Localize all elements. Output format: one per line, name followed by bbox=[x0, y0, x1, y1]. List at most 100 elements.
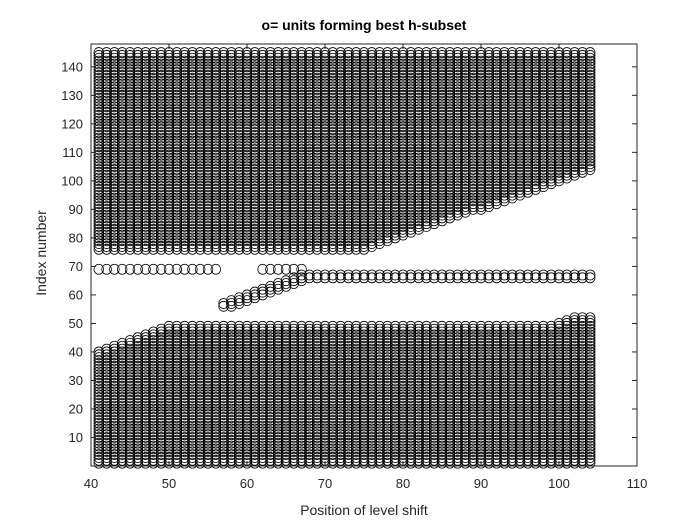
data-point bbox=[101, 221, 112, 232]
data-point bbox=[93, 155, 105, 167]
data-point bbox=[140, 175, 151, 187]
data-point bbox=[171, 221, 183, 232]
data-point bbox=[194, 212, 206, 224]
data-point bbox=[179, 64, 190, 76]
data-point bbox=[179, 340, 190, 352]
data-point bbox=[116, 243, 128, 255]
data-point bbox=[210, 226, 222, 238]
data-point bbox=[140, 164, 151, 175]
data-point bbox=[210, 107, 222, 118]
data-point bbox=[218, 172, 229, 184]
data-point bbox=[171, 380, 183, 392]
data-point bbox=[155, 446, 167, 458]
data-point bbox=[155, 457, 167, 469]
data-point bbox=[194, 369, 206, 381]
data-point bbox=[155, 357, 167, 369]
data-point bbox=[202, 372, 214, 383]
data-point bbox=[210, 386, 222, 398]
data-point bbox=[202, 340, 214, 352]
data-point bbox=[187, 115, 198, 127]
data-point bbox=[179, 323, 190, 335]
data-point bbox=[116, 169, 128, 181]
data-point bbox=[210, 423, 222, 435]
data-point bbox=[124, 47, 136, 58]
data-point bbox=[148, 121, 159, 133]
data-point bbox=[124, 212, 136, 224]
data-point bbox=[187, 243, 198, 255]
data-point bbox=[148, 454, 159, 466]
data-point bbox=[155, 440, 167, 452]
data-point bbox=[93, 452, 105, 463]
data-point bbox=[187, 383, 198, 395]
data-point bbox=[171, 112, 183, 124]
data-point bbox=[218, 443, 229, 455]
data-point bbox=[101, 152, 112, 164]
data-point bbox=[132, 349, 144, 361]
data-point bbox=[187, 55, 198, 67]
data-point bbox=[194, 232, 206, 244]
data-point bbox=[210, 369, 222, 381]
data-point bbox=[163, 443, 175, 455]
data-point bbox=[148, 112, 159, 124]
data-point bbox=[202, 47, 214, 58]
data-point bbox=[93, 360, 105, 372]
data-point bbox=[155, 400, 167, 412]
data-point bbox=[93, 349, 105, 361]
data-point bbox=[116, 69, 128, 81]
data-point bbox=[148, 181, 159, 192]
data-point bbox=[116, 172, 128, 184]
data-point bbox=[148, 89, 159, 101]
data-point bbox=[124, 64, 136, 76]
data-point bbox=[171, 127, 183, 138]
data-point bbox=[116, 127, 128, 138]
data-point bbox=[124, 400, 136, 412]
data-point bbox=[101, 146, 112, 158]
data-point bbox=[148, 203, 159, 215]
data-point bbox=[109, 420, 120, 432]
data-point bbox=[210, 380, 222, 392]
data-point bbox=[179, 144, 190, 155]
data-point bbox=[140, 343, 151, 355]
data-point bbox=[132, 343, 144, 355]
data-point bbox=[140, 223, 151, 235]
data-point bbox=[210, 209, 222, 221]
data-point bbox=[187, 72, 198, 84]
data-point bbox=[179, 132, 190, 144]
data-point bbox=[155, 215, 167, 227]
data-point bbox=[202, 412, 214, 423]
data-point bbox=[163, 172, 175, 184]
data-point bbox=[218, 440, 229, 452]
data-point bbox=[202, 152, 214, 164]
data-point bbox=[101, 75, 112, 87]
data-point bbox=[148, 326, 159, 338]
data-point bbox=[179, 146, 190, 158]
data-point bbox=[218, 335, 229, 346]
data-point bbox=[124, 417, 136, 429]
data-point bbox=[132, 132, 144, 144]
data-point bbox=[179, 55, 190, 67]
data-point bbox=[179, 58, 190, 70]
data-point bbox=[194, 412, 206, 423]
data-point bbox=[179, 121, 190, 133]
data-point bbox=[124, 343, 136, 355]
data-point bbox=[163, 201, 175, 212]
data-point bbox=[163, 166, 175, 178]
data-point bbox=[171, 124, 183, 135]
data-point bbox=[202, 221, 214, 232]
data-point bbox=[132, 129, 144, 141]
data-point bbox=[116, 95, 128, 107]
data-point bbox=[93, 181, 105, 192]
data-point bbox=[210, 184, 222, 195]
data-point bbox=[163, 138, 175, 150]
data-point bbox=[101, 138, 112, 150]
data-point bbox=[155, 135, 167, 147]
data-point bbox=[218, 198, 229, 210]
data-point bbox=[148, 178, 159, 190]
data-point bbox=[101, 406, 112, 418]
data-point bbox=[132, 175, 144, 187]
data-point bbox=[202, 203, 214, 215]
data-point bbox=[148, 144, 159, 155]
data-point bbox=[132, 352, 144, 364]
data-point bbox=[140, 363, 151, 375]
data-point bbox=[124, 158, 136, 170]
